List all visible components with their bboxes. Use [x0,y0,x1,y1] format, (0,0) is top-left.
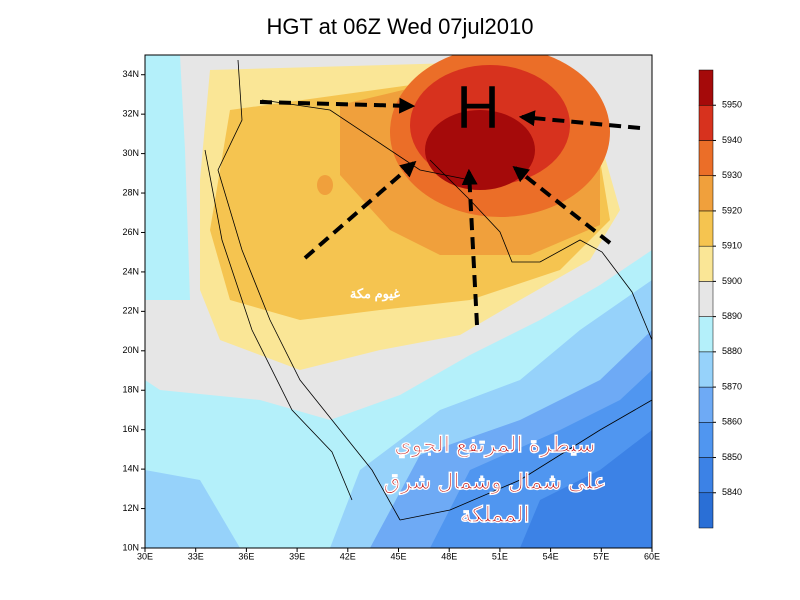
y-tick-label: 22N [122,306,139,316]
colorbar-label: 5870 [722,381,742,391]
colorbar-label: 5950 [722,100,742,110]
colorbar-swatch [698,140,714,176]
colorbar-swatch [698,69,714,106]
colorbar-label: 5860 [722,417,742,427]
colorbar-swatch [698,210,714,247]
colorbar-label: 5910 [722,241,742,251]
x-tick-label: 51E [492,551,508,561]
colorbar-swatch [698,281,714,317]
y-tick-label: 24N [122,266,139,276]
y-tick-label: 16N [122,424,139,434]
colorbar-label: 5900 [722,276,742,286]
x-tick-label: 42E [340,551,356,561]
colorbar-swatch [698,104,714,141]
colorbar-label: 5930 [722,170,742,180]
note-line: المملكة [460,502,529,527]
colorbar-label: 5890 [722,311,742,321]
colorbar-swatch [698,245,714,282]
contour-fills [145,55,652,548]
colorbar-label: 5840 [722,487,742,497]
y-tick-label: 26N [122,227,139,237]
x-tick-label: 36E [238,551,254,561]
place-label: غيوم مكة [350,286,400,302]
x-tick-label: 30E [137,551,153,561]
y-tick-label: 30N [122,148,139,158]
coastline [399,399,652,521]
arrow [303,160,417,260]
high-pressure-label: H [456,74,499,141]
colorbar-swatch [698,492,714,529]
x-tick-label: 45E [390,551,406,561]
y-tick-label: 18N [122,385,139,395]
colorbar-swatch [698,316,714,353]
colorbar-swatch [698,386,714,423]
contour-fill [425,110,535,190]
arrow [512,166,612,245]
colorbar-swatch [698,422,714,458]
y-tick-label: 10N [122,542,139,552]
coastline [217,59,401,521]
note-line: سيطرة المرتفع الجوي [394,432,595,458]
x-tick-label: 60E [644,551,660,561]
contour-fill [520,430,652,548]
y-tick-label: 12N [122,503,139,513]
colorbar-label: 5920 [722,205,742,215]
arrows [259,97,641,326]
colorbar-swatch [698,351,714,388]
note-line: على شمال وشمال شرق [383,469,606,495]
contour-fill [145,470,240,548]
x-tick-label: 39E [289,551,305,561]
x-tick-label: 57E [593,551,609,561]
colorbar-label: 5940 [722,135,742,145]
arrow [259,97,416,114]
border [261,99,471,181]
contour-fill [317,175,333,195]
x-tick-label: 54E [543,551,559,561]
arrow [518,110,641,130]
map-title: HGT at 06Z Wed 07jul2010 [266,14,533,39]
colorbar-label: 5880 [722,346,742,356]
arrow [461,168,479,326]
colorbar-swatch [698,175,714,212]
y-tick-label: 32N [122,109,139,119]
colorbar-label: 5850 [722,452,742,462]
y-tick-label: 34N [122,69,139,79]
colorbar-swatch [698,457,714,494]
x-tick-label: 33E [188,551,204,561]
coastline [429,159,652,341]
y-tick-label: 20N [122,345,139,355]
coastline [204,149,353,501]
y-tick-label: 14N [122,463,139,473]
y-tick-label: 28N [122,187,139,197]
note: سيطرة المرتفع الجوي على شمال وشمال شرق ا… [383,432,607,528]
x-tick-label: 48E [441,551,457,561]
